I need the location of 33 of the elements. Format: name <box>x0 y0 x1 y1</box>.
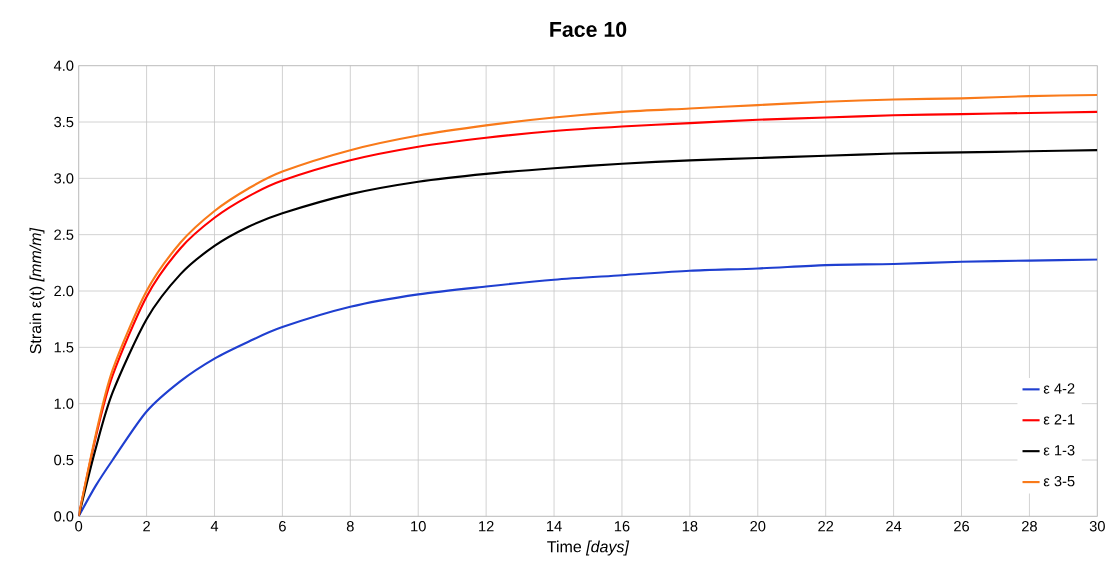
y-tick-label: 0.5 <box>54 454 74 466</box>
x-tick-label: 8 <box>346 521 354 532</box>
legend-label: ε 1-3 <box>1043 445 1075 456</box>
line-series <box>78 258 1098 517</box>
x-axis-title: Time [days] <box>547 540 630 556</box>
y-tick-label: 0.0 <box>54 511 74 522</box>
y-tick-label: 2.0 <box>54 285 74 297</box>
y-tick-label: 4.0 <box>53 60 74 71</box>
legend-label: ε 3-5 <box>1043 475 1075 487</box>
x-tick-label: 28 <box>1022 521 1037 532</box>
legend-label: ε 4-2 <box>1043 383 1075 394</box>
chart-title: Face 10 <box>550 21 627 37</box>
y-tick-label: 2.5 <box>54 229 74 240</box>
y-tick-label: 1.5 <box>54 342 74 353</box>
x-tick-label: 6 <box>279 521 286 532</box>
x-tick-label: 0 <box>75 521 83 532</box>
y-tick-label: 1.0 <box>54 398 74 409</box>
x-tick-label: 12 <box>479 521 494 532</box>
x-tick-label: 26 <box>954 521 970 532</box>
y-tick-label: 3.0 <box>54 173 74 184</box>
x-tick-label: 24 <box>886 521 902 532</box>
x-tick-label: 14 <box>547 521 562 532</box>
y-tick-label: 3.5 <box>54 116 74 128</box>
y-axis-title: Strain ε(t) [mm/m] <box>29 227 45 354</box>
x-tick-label: 10 <box>411 521 426 532</box>
x-tick-label: 2 <box>143 521 150 532</box>
legend-label: ε 2-1 <box>1043 414 1075 425</box>
x-tick-label: 22 <box>818 521 834 532</box>
x-tick-label: 30 <box>1089 521 1105 532</box>
x-tick-label: 16 <box>614 521 630 532</box>
x-tick-label: 20 <box>750 521 766 532</box>
x-tick-label: 4 <box>210 521 219 532</box>
x-tick-label: 18 <box>682 521 698 532</box>
